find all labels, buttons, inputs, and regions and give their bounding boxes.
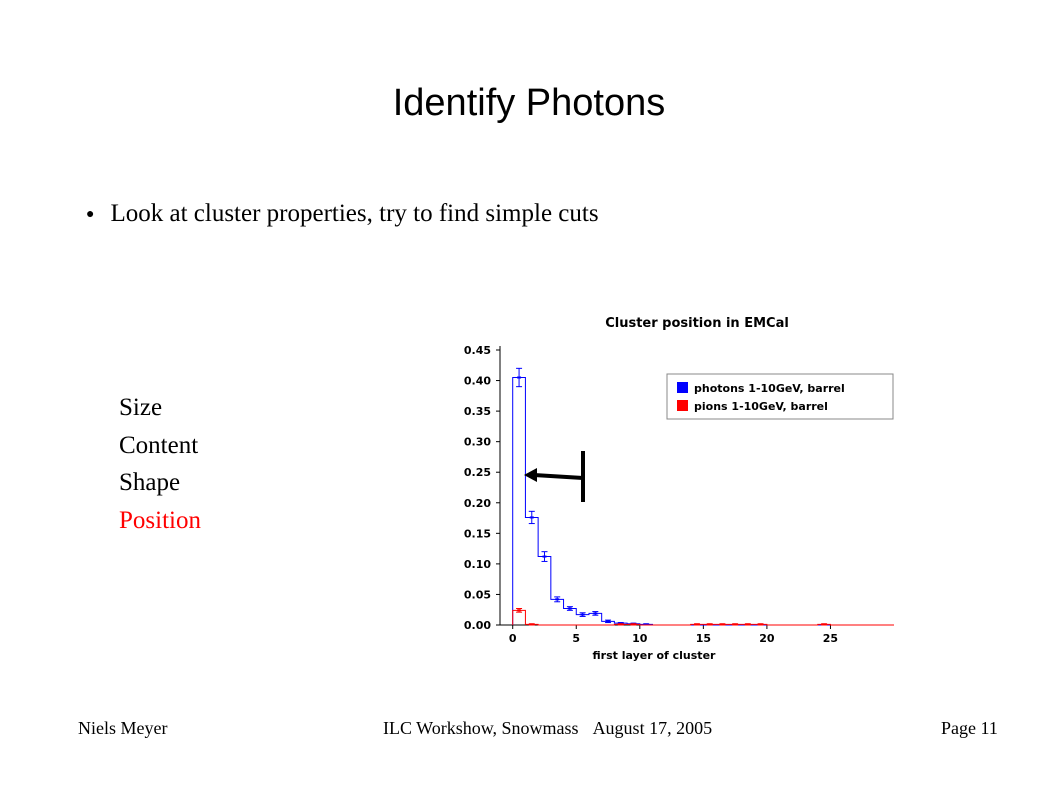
- histogram-chart: Cluster position in EMCal 0.00 0.05 0.10 0.1…: [464, 316, 894, 662]
- data-point: [567, 607, 572, 610]
- data-point: [822, 623, 827, 626]
- footer-event: ILC Workshow, Snowmass: [383, 718, 579, 738]
- data-point: [555, 598, 560, 601]
- y-tick-label: 0.35: [464, 405, 491, 418]
- x-tick-label: 15: [696, 632, 711, 645]
- y-tick-label: 0.00: [464, 619, 491, 632]
- footer-author: Niels Meyer: [78, 718, 168, 738]
- data-point: [618, 623, 623, 626]
- y-tick-label: 0.10: [464, 558, 491, 571]
- x-axis-label: first layer of cluster: [593, 649, 717, 662]
- x-tick-label: 0: [509, 632, 517, 645]
- data-point: [517, 609, 522, 612]
- data-point: [606, 620, 611, 623]
- bullet-text: Look at cluster properties, try to find …: [110, 200, 599, 227]
- property-size: Size: [119, 394, 163, 421]
- data-point: [517, 376, 522, 379]
- data-point: [733, 623, 738, 626]
- property-list: Size Content Shape Position: [119, 389, 201, 539]
- property-content: Content: [119, 431, 199, 459]
- property-position: Position: [119, 506, 201, 534]
- data-point: [745, 623, 750, 626]
- x-tick-label: 20: [759, 632, 775, 645]
- cut-arrow-icon: [524, 451, 585, 502]
- bullet-item: ● Look at cluster properties, try to fin…: [86, 200, 599, 228]
- data-point: [593, 612, 598, 615]
- legend-label: photons 1-10GeV, barrel: [694, 382, 845, 395]
- y-tick-label: 0.45: [464, 344, 491, 357]
- y-tick-label: 0.15: [464, 527, 491, 540]
- footer-event-info: ILC Workshow, Snowmass August 17, 2005: [383, 718, 712, 739]
- legend-label: pions 1-10GeV, barrel: [694, 400, 828, 413]
- legend-swatch: [677, 382, 688, 393]
- footer-date: August 17, 2005: [592, 718, 713, 738]
- data-point: [580, 613, 585, 616]
- slide-title: Identify Photons: [392, 82, 666, 124]
- y-tick-label: 0.25: [464, 466, 491, 479]
- data-point: [644, 623, 649, 626]
- data-point: [695, 623, 699, 626]
- series-line-1: [512, 609, 894, 626]
- data-point: [631, 623, 636, 626]
- x-tick-label: 5: [572, 632, 580, 645]
- x-tick-label: 10: [632, 632, 648, 645]
- y-tick-label: 0.05: [464, 588, 491, 601]
- data-point: [542, 555, 547, 558]
- data-point: [707, 623, 712, 626]
- y-tick-label: 0.30: [464, 436, 491, 449]
- data-point: [618, 622, 623, 625]
- y-tick-label: 0.20: [464, 497, 491, 510]
- data-point: [720, 623, 725, 626]
- y-tick-label: 0.40: [464, 375, 491, 388]
- property-shape: Shape: [119, 469, 181, 496]
- data-point: [529, 623, 534, 626]
- bullet-dot-icon: ●: [86, 207, 95, 222]
- legend-swatch: [677, 400, 688, 411]
- footer-page: Page 11: [941, 718, 998, 738]
- legend-box: [666, 373, 894, 420]
- chart-title: Cluster position in EMCal: [605, 316, 789, 331]
- x-tick-label: 25: [823, 632, 838, 645]
- data-point: [529, 516, 534, 519]
- data-point: [758, 623, 763, 626]
